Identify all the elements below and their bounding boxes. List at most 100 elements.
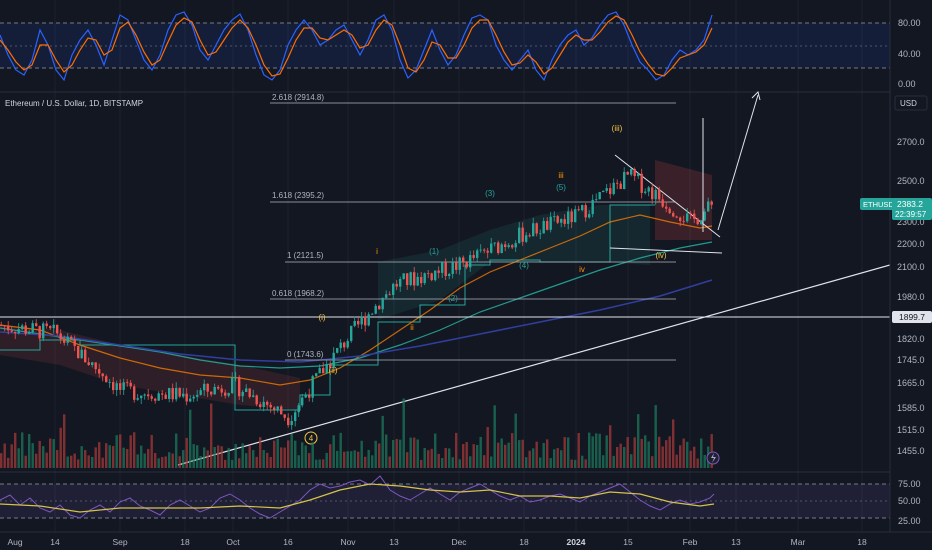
- candle-body: [567, 211, 570, 224]
- time-axis[interactable]: Aug 14 Sep 18 Oct 16 Nov 13 Dec 18 2024 15 Feb 13 Mar 1…: [0, 531, 932, 550]
- time-tick-18: 18: [857, 537, 867, 547]
- currency-button[interactable]: [894, 95, 928, 111]
- volume-bar: [231, 459, 234, 468]
- candle-body: [66, 336, 69, 343]
- candle-body: [357, 320, 360, 325]
- volume-bar: [357, 451, 360, 468]
- volume-bar: [623, 446, 626, 468]
- candle-body: [168, 388, 171, 399]
- volume-bar: [626, 437, 629, 468]
- candle-body: [84, 349, 87, 363]
- candle-body: [570, 211, 573, 223]
- candle-body: [647, 187, 650, 192]
- candle-body: [479, 249, 482, 251]
- stoch-d-line: [0, 15, 713, 77]
- volume-bar: [598, 433, 601, 468]
- volume-bar: [276, 438, 279, 468]
- candle-body: [556, 216, 559, 223]
- volume-bar: [59, 427, 62, 468]
- candle-body: [10, 330, 13, 332]
- candle-body: [245, 388, 248, 392]
- candle-body: [654, 189, 657, 200]
- price-tick-label: 1745.0: [897, 355, 925, 365]
- countdown-text: 22:39:57: [895, 210, 927, 219]
- volume-bar: [283, 447, 286, 468]
- time-tick-mar: Mar: [791, 537, 806, 547]
- volume-bar: [374, 440, 377, 468]
- volume-bar: [38, 440, 41, 468]
- volume-bar: [52, 439, 55, 468]
- volume-bar: [91, 456, 94, 468]
- price-axis[interactable]: 80.00 40.00 0.00 USD 2700.02500.02300.02…: [860, 0, 932, 532]
- candle-body: [3, 325, 6, 327]
- candle-body: [70, 336, 73, 340]
- volume-bar: [479, 436, 482, 468]
- target-arrow-line: [717, 94, 759, 231]
- candle-body: [38, 325, 41, 339]
- volume-bar: [192, 444, 195, 468]
- volume-bar: [448, 448, 451, 468]
- volume-bar: [140, 445, 143, 468]
- candle-body: [630, 169, 633, 175]
- time-axis-ticks: Aug 14 Sep 18 Oct 16 Nov 13 Dec 18 2024 15 Feb 13 Mar 1…: [7, 537, 867, 547]
- volume-bar: [73, 453, 76, 468]
- candle-body: [360, 316, 363, 325]
- target-arrow-head: [751, 91, 761, 101]
- volume-bar: [493, 405, 496, 468]
- volume-bar: [371, 455, 374, 468]
- candle-body: [588, 214, 591, 218]
- candle-body: [623, 171, 626, 189]
- volume-bar: [42, 446, 45, 468]
- time-tick-2024: 2024: [567, 537, 586, 547]
- volume-bar: [175, 433, 178, 468]
- candle-body: [101, 373, 104, 377]
- candle-body: [210, 391, 213, 395]
- volume-bar: [136, 454, 139, 468]
- candle-body: [94, 362, 97, 370]
- candle-body: [21, 325, 24, 330]
- wave-circle-4: [304, 431, 318, 445]
- candlestick-series: [0, 167, 713, 430]
- volume-bar: [101, 457, 104, 468]
- candle-body: [378, 305, 381, 310]
- time-tick-13: 13: [731, 537, 741, 547]
- candle-body: [619, 183, 622, 189]
- candle-body: [525, 235, 528, 242]
- ema-navy: [0, 279, 713, 363]
- candle-body: [126, 382, 129, 384]
- volume-bar: [28, 434, 31, 468]
- candle-body: [595, 199, 598, 201]
- volume-bar: [112, 446, 115, 468]
- candle-body: [472, 255, 475, 258]
- candle-body: [546, 221, 549, 230]
- volume-bar: [619, 443, 622, 468]
- candle-body: [549, 216, 552, 230]
- candle-body: [189, 398, 192, 402]
- volume-bar: [150, 434, 153, 468]
- volume-bar: [665, 440, 668, 468]
- volume-bar: [0, 453, 3, 468]
- candle-body: [213, 386, 216, 395]
- volume-bar: [269, 457, 272, 468]
- candle-body: [35, 323, 38, 326]
- candle-body: [626, 171, 629, 175]
- candle-body: [563, 219, 566, 224]
- candle-body: [322, 368, 325, 374]
- volume-bar: [486, 426, 489, 468]
- candle-body: [371, 313, 374, 315]
- volume-bar: [336, 450, 339, 468]
- candle-body: [24, 325, 27, 334]
- candle-body: [675, 216, 678, 218]
- volume-bar: [325, 452, 328, 468]
- candle-body: [178, 387, 181, 397]
- fib-levels: 2.618 (2914.8) 1.618 (2395.2) 1 (2121.5)…: [270, 93, 676, 361]
- volume-bar: [549, 458, 552, 468]
- volume-bar: [406, 452, 409, 468]
- volume-bar: [17, 448, 20, 468]
- ema-teal: [0, 241, 713, 369]
- time-tick-14: 14: [50, 537, 60, 547]
- candle-body: [301, 397, 304, 406]
- volume-bar: [560, 450, 563, 468]
- volume-bar: [472, 444, 475, 468]
